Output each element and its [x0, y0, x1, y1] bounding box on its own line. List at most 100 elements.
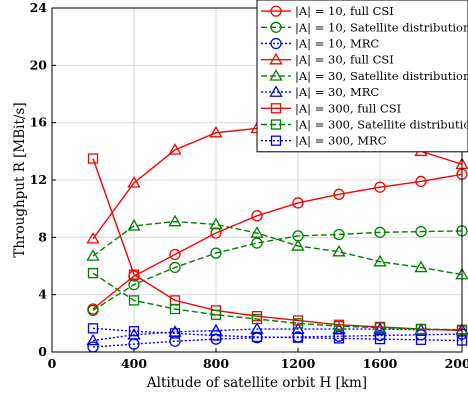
series-a-300-mrc [87, 323, 468, 346]
data-point-triangle [86, 333, 100, 346]
data-point-square [87, 268, 99, 279]
data-point-square [415, 323, 427, 335]
y-tick-label: 4 [38, 287, 47, 302]
data-point-square [292, 332, 304, 343]
series-a-10-satellite-distribution [87, 225, 468, 317]
data-point-circle [210, 247, 222, 259]
legend-entry: |A| = 300, full CSI [261, 101, 401, 116]
legend-label: |A| = 10, MRC [295, 37, 379, 52]
legend-entry: |A| = 30, Satellite distribution [261, 69, 468, 84]
legend-marker-triangle [269, 85, 283, 97]
data-point-triangle [414, 260, 428, 273]
x-tick-label: 1200 [281, 356, 316, 371]
legend-marker-triangle [269, 52, 283, 65]
legend-entry: |A| = 300, MRC [261, 134, 387, 149]
series-line [92, 327, 463, 342]
legend-entry: |A| = 10, MRC [261, 37, 379, 52]
data-point-square [333, 333, 345, 344]
data-point-square [128, 326, 140, 337]
data-point-circle [374, 226, 386, 238]
data-point-circle [415, 225, 427, 238]
data-point-square [374, 322, 386, 333]
data-point-square [374, 333, 386, 345]
legend-marker-square [270, 103, 282, 114]
legend-entry: |A| = 300, Satellite distribution [261, 118, 468, 133]
data-point-circle [333, 188, 345, 200]
data-point-circle [374, 181, 386, 193]
legend-label: |A| = 30, Satellite distribution [295, 69, 468, 84]
legend-box [256, 0, 468, 153]
series-a-300-satellite-distribution [87, 268, 468, 335]
y-tick-label: 8 [38, 229, 47, 244]
y-tick-label: 12 [30, 172, 47, 187]
series-line [92, 173, 463, 310]
data-point-square [251, 331, 263, 343]
data-point-square [128, 269, 140, 280]
data-point-triangle [291, 239, 305, 251]
series-line [92, 328, 462, 342]
series-layer [86, 121, 468, 353]
data-point-triangle [209, 125, 223, 138]
legend-marker-triangle [269, 69, 283, 81]
data-point-triangle [168, 325, 182, 337]
legend-entry: |A| = 10, full CSI [261, 4, 394, 19]
data-point-triangle [209, 217, 223, 230]
data-point-triangle [168, 214, 182, 227]
data-point-square [87, 153, 99, 164]
legend-entry: |A| = 30, MRC [261, 85, 379, 100]
data-point-triangle [168, 143, 182, 155]
data-point-square [333, 321, 345, 332]
legend-label: |A| = 300, full CSI [295, 101, 401, 116]
data-point-circle [251, 210, 263, 222]
y-tick-label: 24 [30, 0, 48, 15]
legend-marker-circle [270, 21, 282, 33]
legend-label: |A| = 30, full CSI [295, 53, 394, 68]
legend-label: |A| = 300, MRC [295, 134, 387, 149]
legend-marker-circle [270, 37, 282, 50]
y-tick-label: 0 [38, 344, 47, 359]
legend-entry: |A| = 30, full CSI [261, 53, 394, 68]
data-point-triangle [250, 322, 264, 334]
legend-label: |A| = 300, Satellite distribution [295, 118, 468, 133]
legend-marker-square [270, 119, 282, 130]
x-axis-label: Altitude of satellite orbit H [km] [146, 375, 367, 391]
data-point-triangle [332, 244, 346, 257]
data-point-triangle [127, 327, 141, 340]
legend-entry: |A| = 10, Satellite distribution [261, 20, 468, 35]
data-point-circle [87, 304, 99, 317]
legend-marker-circle [270, 5, 282, 17]
data-point-triangle [86, 249, 100, 261]
y-tick-label: 20 [30, 57, 48, 72]
data-point-circle [333, 228, 345, 241]
data-point-square [169, 303, 181, 315]
x-tick-label: 1600 [363, 356, 398, 371]
data-point-square [128, 295, 140, 306]
data-point-square [210, 309, 222, 320]
data-point-square [292, 318, 304, 329]
y-tick-label: 16 [30, 115, 48, 130]
y-axis-label: Throughput R [MBit/s] [12, 102, 28, 257]
data-point-triangle [209, 323, 223, 336]
legend-label: |A| = 10, Satellite distribution [295, 20, 468, 35]
x-tick-label: 400 [121, 356, 147, 371]
legend: |A| = 10, full CSI|A| = 10, Satellite di… [256, 0, 468, 153]
data-point-triangle [86, 231, 100, 244]
data-point-circle [169, 248, 181, 261]
x-tick-label: 0 [48, 356, 57, 371]
series-line [92, 230, 463, 312]
data-point-circle [251, 237, 263, 249]
data-point-circle [169, 261, 181, 274]
legend-label: |A| = 30, MRC [295, 85, 379, 100]
data-point-triangle [250, 226, 264, 238]
data-point-circle [292, 197, 304, 209]
x-tick-label: 800 [203, 356, 229, 371]
data-point-square [415, 334, 427, 345]
data-point-triangle [332, 322, 346, 334]
series-a-30-satellite-distribution [86, 214, 468, 280]
data-point-triangle [127, 176, 141, 188]
data-point-circle [415, 175, 427, 188]
legend-label: |A| = 10, full CSI [295, 4, 394, 19]
data-point-square [251, 313, 263, 325]
